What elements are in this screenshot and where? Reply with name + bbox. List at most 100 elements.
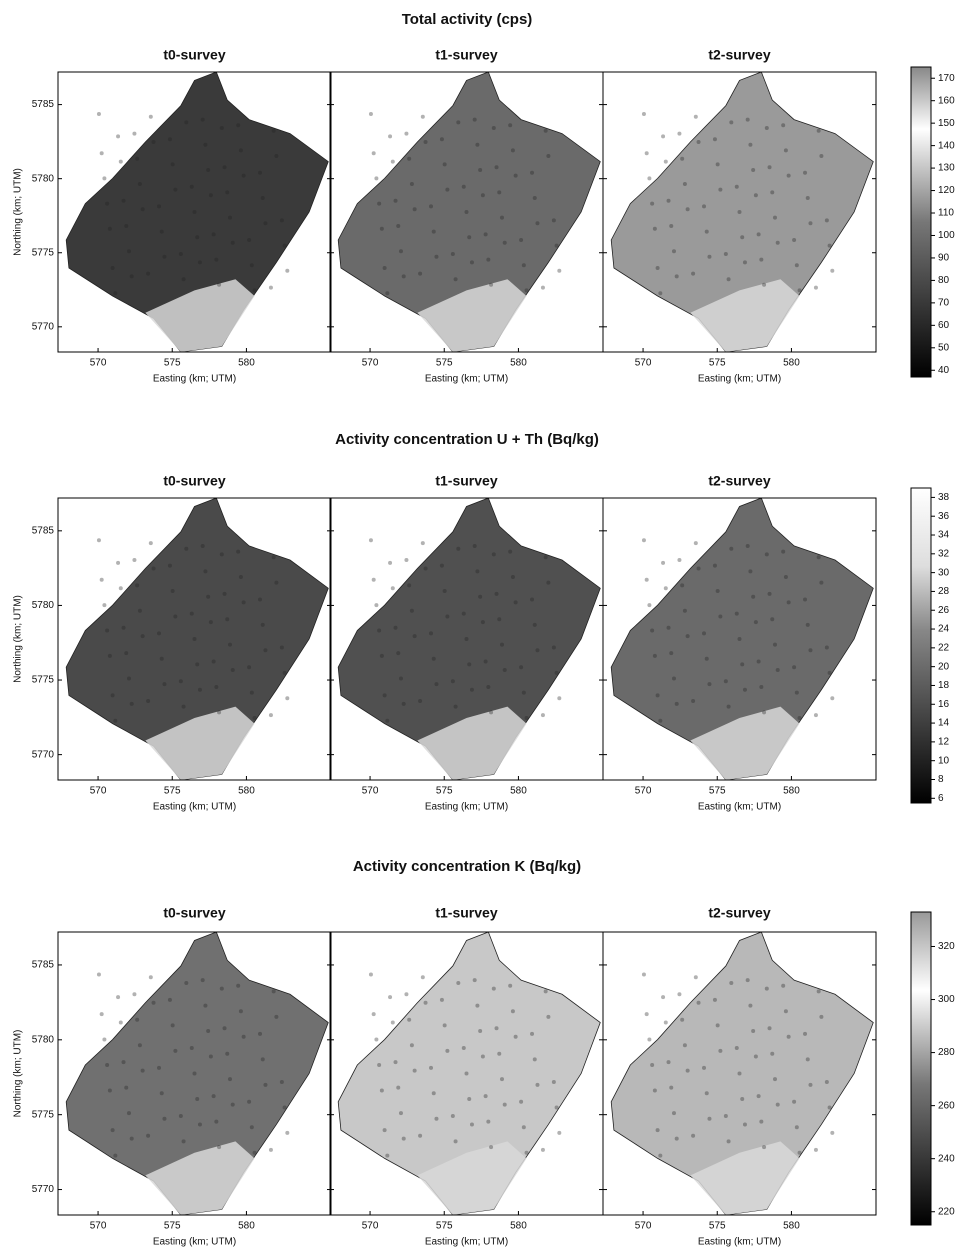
- texture-dot: [519, 665, 523, 669]
- texture-dot: [100, 151, 104, 155]
- texture-dot: [223, 1026, 227, 1030]
- x-axis-label: Easting (km; UTM): [153, 1237, 236, 1248]
- texture-dot: [492, 552, 496, 556]
- texture-dot: [694, 975, 698, 979]
- chart-title: Activity concentration U + Th (Bq/kg): [335, 431, 599, 448]
- panel-title: t2-survey: [708, 47, 770, 63]
- texture-dot: [374, 603, 378, 607]
- texture-dot: [391, 1021, 395, 1025]
- texture-dot: [784, 148, 788, 152]
- texture-dot: [645, 1012, 649, 1016]
- x-tick-label: 570: [362, 786, 379, 797]
- texture-dot: [647, 176, 651, 180]
- x-tick-label: 570: [635, 1221, 652, 1232]
- colorbar-tick-label: 14: [938, 718, 950, 729]
- texture-dot: [198, 260, 202, 264]
- texture-dot: [220, 987, 224, 991]
- texture-dot: [285, 269, 289, 273]
- texture-dot: [544, 129, 548, 133]
- texture-dot: [718, 188, 722, 192]
- texture-dot: [830, 1131, 834, 1135]
- texture-dot: [190, 612, 194, 616]
- x-tick-label: 575: [436, 1221, 453, 1232]
- texture-dot: [127, 1111, 131, 1115]
- texture-dot: [209, 1055, 213, 1059]
- texture-dot: [642, 112, 646, 116]
- x-tick-label: 575: [164, 358, 181, 369]
- texture-dot: [113, 719, 117, 723]
- x-axis-label: Easting (km; UTM): [425, 374, 508, 385]
- texture-dot: [274, 1015, 278, 1019]
- texture-dot: [225, 190, 229, 194]
- texture-dot: [702, 204, 706, 208]
- texture-dot: [236, 550, 240, 554]
- texture-dot: [396, 1086, 400, 1090]
- texture-dot: [429, 631, 433, 635]
- texture-dot: [141, 634, 145, 638]
- texture-dot: [285, 1131, 289, 1135]
- texture-dot: [705, 1091, 709, 1095]
- x-tick-label: 580: [510, 358, 527, 369]
- x-tick-label: 580: [238, 358, 255, 369]
- texture-dot: [462, 185, 466, 189]
- y-tick-label: 5785: [32, 99, 55, 110]
- texture-dot: [481, 193, 485, 197]
- texture-dot: [743, 688, 747, 692]
- texture-dot: [212, 660, 216, 664]
- texture-dot: [168, 564, 172, 568]
- texture-dot: [432, 230, 436, 234]
- texture-dot: [514, 600, 518, 604]
- texture-dot: [173, 1049, 177, 1053]
- texture-dot: [280, 218, 284, 222]
- texture-dot: [182, 705, 186, 709]
- texture-dot: [795, 1125, 799, 1129]
- colorbar-tick-label: 8: [938, 774, 944, 785]
- texture-dot: [283, 244, 287, 248]
- texture-dot: [195, 235, 199, 239]
- texture-dot: [511, 1009, 515, 1013]
- texture-dot: [519, 1100, 523, 1104]
- texture-dot: [828, 671, 832, 675]
- texture-dot: [669, 224, 673, 228]
- texture-dot: [421, 975, 425, 979]
- texture-dot: [475, 569, 479, 573]
- texture-dot: [182, 277, 186, 281]
- y-tick-label: 5780: [32, 1034, 55, 1045]
- texture-dot: [713, 998, 717, 1002]
- texture-dot: [380, 1088, 384, 1092]
- texture-dot: [814, 713, 818, 717]
- texture-dot: [535, 221, 539, 225]
- texture-dot: [184, 120, 188, 124]
- texture-dot: [503, 668, 507, 672]
- texture-dot: [541, 286, 545, 290]
- texture-dot: [787, 600, 791, 604]
- x-tick-label: 575: [436, 358, 453, 369]
- texture-dot: [171, 162, 175, 166]
- texture-dot: [258, 1032, 262, 1036]
- texture-dot: [729, 981, 733, 985]
- texture-dot: [445, 1049, 449, 1053]
- texture-dot: [535, 648, 539, 652]
- texture-dot: [825, 1080, 829, 1084]
- texture-dot: [440, 564, 444, 568]
- texture-dot: [497, 617, 501, 621]
- texture-dot: [738, 637, 742, 641]
- texture-dot: [410, 182, 414, 186]
- texture-dot: [691, 272, 695, 276]
- texture-dot: [250, 263, 254, 267]
- texture-dot: [748, 1004, 752, 1008]
- texture-dot: [253, 1151, 257, 1155]
- texture-dot: [105, 1063, 109, 1067]
- texture-dot: [113, 1154, 117, 1158]
- texture-dot: [680, 1018, 684, 1022]
- texture-dot: [206, 168, 210, 172]
- texture-dot: [781, 550, 785, 554]
- texture-dot: [694, 541, 698, 545]
- texture-dot: [675, 1137, 679, 1141]
- texture-dot: [658, 291, 662, 295]
- texture-dot: [781, 123, 785, 127]
- texture-dot: [209, 620, 213, 624]
- texture-dot: [223, 592, 227, 596]
- texture-dot: [421, 115, 425, 119]
- texture-dot: [116, 134, 120, 138]
